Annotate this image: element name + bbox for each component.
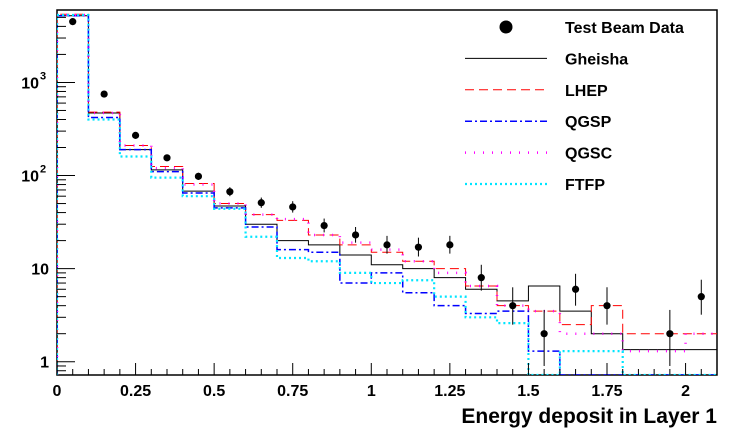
y-tick-label: 10: [21, 169, 39, 186]
data-point: [414, 243, 423, 251]
y-tick-label: 10: [21, 75, 39, 92]
data-point: [383, 241, 391, 249]
series-lhep-histogram: [57, 13, 717, 375]
y-tick-label: 1: [40, 355, 49, 372]
legend: Test Beam Data Gheisha LHEP QGSP QGSC FTFP: [465, 20, 684, 194]
data-point: [540, 330, 548, 338]
mc-series-layer: [57, 13, 717, 375]
data-point: [100, 90, 108, 98]
x-tick-label: 0.5: [203, 383, 225, 400]
y-tick-exponent: 3: [40, 70, 46, 82]
data-point: [289, 203, 297, 211]
data-point: [163, 154, 171, 162]
series-gheisha-histogram: [57, 15, 717, 375]
data-point: [131, 131, 140, 139]
data-point: [666, 330, 674, 338]
data-point: [603, 302, 611, 310]
legend-label: QGSP: [565, 114, 612, 131]
legend-label: LHEP: [565, 83, 608, 100]
legend-label: QGSC: [565, 146, 613, 163]
data-point: [194, 172, 203, 180]
series-ftfp-histogram: [57, 13, 717, 375]
legend-label: Gheisha: [565, 51, 628, 68]
y-tick-exponent: 2: [40, 164, 46, 176]
data-point: [697, 293, 705, 301]
data-point: [509, 302, 517, 310]
x-axis-label: Energy deposit in Layer 1: [461, 405, 717, 428]
data-point: [446, 241, 454, 249]
legend-data-marker: [499, 20, 513, 34]
test-beam-data-layer: [69, 18, 705, 366]
data-point: [257, 199, 265, 207]
data-point: [69, 18, 77, 26]
legend-label: FTFP: [565, 177, 605, 194]
series-qgsc-histogram: [57, 13, 717, 375]
x-tick-label: 2: [681, 383, 690, 400]
x-tick-label: 1.75: [591, 383, 622, 400]
data-point: [571, 285, 580, 293]
x-tick-label: 0: [53, 383, 62, 400]
x-tick-label: 1.25: [434, 383, 465, 400]
data-point: [351, 231, 360, 239]
x-tick-label: 0.75: [277, 383, 308, 400]
data-point: [226, 188, 234, 196]
x-tick-label: 0.25: [120, 383, 151, 400]
data-point: [477, 274, 485, 282]
y-tick-label: 10: [31, 262, 49, 279]
data-point: [320, 221, 328, 230]
x-tick-label: 1.5: [517, 383, 539, 400]
legend-label: Test Beam Data: [565, 20, 684, 37]
x-tick-label: 1: [367, 383, 376, 400]
series-qgsp-histogram: [57, 15, 717, 375]
